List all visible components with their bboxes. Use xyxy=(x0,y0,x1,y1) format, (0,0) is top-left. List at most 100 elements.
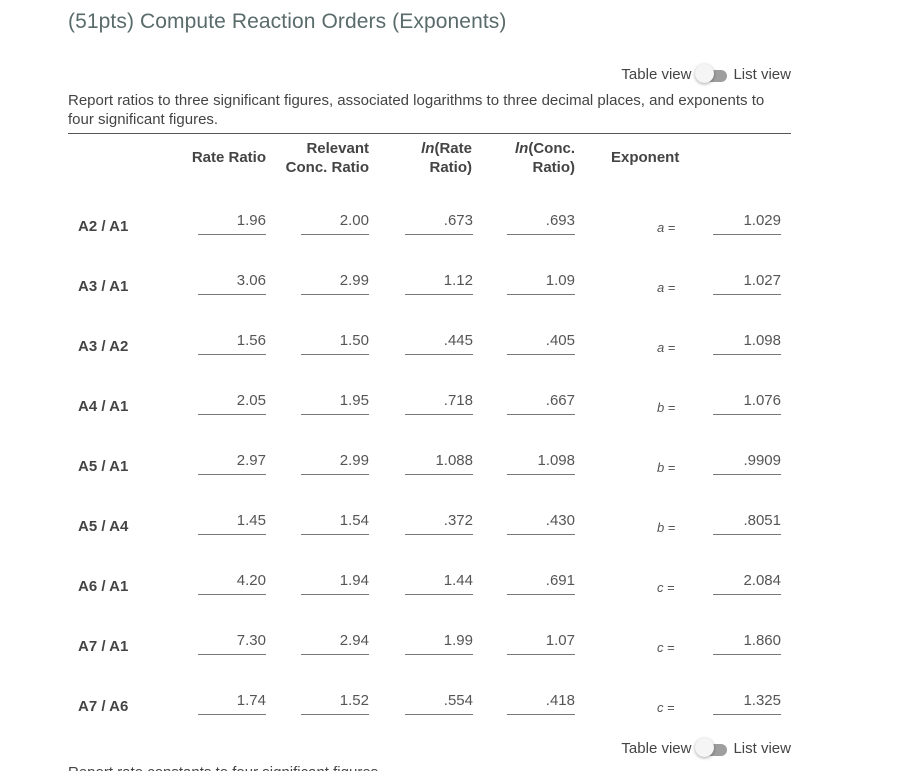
table-row: A6 / A1 4.20 1.94 1.44 .691 2.084 c = xyxy=(0,550,922,610)
rate-ratio-input[interactable]: 7.30 xyxy=(198,632,266,655)
conc-ratio-input[interactable]: 1.94 xyxy=(301,572,369,595)
row-label: A4 / A1 xyxy=(78,398,129,415)
equals-sign: = xyxy=(664,520,676,535)
exponent-input[interactable]: 1.076 xyxy=(713,392,781,415)
exponent-input[interactable]: 1.029 xyxy=(713,212,781,235)
variable-letter: c xyxy=(657,700,664,715)
variable-letter: b xyxy=(657,520,665,535)
table-view-label[interactable]: Table view xyxy=(621,739,692,757)
equals-sign: = xyxy=(663,640,675,655)
ln-rate-ratio-input[interactable]: 1.44 xyxy=(405,572,473,595)
header-line: ln(Conc. xyxy=(500,139,575,158)
conc-ratio-input[interactable]: 1.95 xyxy=(301,392,369,415)
ln-conc-ratio-input[interactable]: 1.098 xyxy=(507,452,575,475)
row-label: A7 / A6 xyxy=(78,698,129,715)
exponent-input[interactable]: 2.084 xyxy=(713,572,781,595)
ln-rate-ratio-input[interactable]: 1.99 xyxy=(405,632,473,655)
exponent-variable: b = xyxy=(657,400,675,415)
exponent-input[interactable]: .8051 xyxy=(713,512,781,535)
exponent-input[interactable]: 1.860 xyxy=(713,632,781,655)
rate-ratio-input[interactable]: 1.56 xyxy=(198,332,266,355)
list-view-label[interactable]: List view xyxy=(733,65,791,83)
header-rate-ratio: Rate Ratio xyxy=(191,149,266,166)
ln-conc-ratio-input[interactable]: .418 xyxy=(507,692,575,715)
list-view-label[interactable]: List view xyxy=(733,739,791,757)
rate-ratio-input[interactable]: 1.74 xyxy=(198,692,266,715)
header-line: Ratio) xyxy=(532,159,576,176)
table-view-label[interactable]: Table view xyxy=(621,65,692,83)
equals-sign: = xyxy=(663,700,675,715)
exponent-variable: a = xyxy=(657,280,675,295)
ln-conc-ratio-input[interactable]: .693 xyxy=(507,212,575,235)
rate-ratio-input[interactable]: 4.20 xyxy=(198,572,266,595)
exponent-input[interactable]: 1.027 xyxy=(713,272,781,295)
exponent-input[interactable]: 1.098 xyxy=(713,332,781,355)
row-label: A5 / A4 xyxy=(78,518,129,535)
exponent-variable: c = xyxy=(657,640,675,655)
rate-ratio-input[interactable]: 2.05 xyxy=(198,392,266,415)
ln-rate-ratio-input[interactable]: .445 xyxy=(405,332,473,355)
conc-ratio-input[interactable]: 1.54 xyxy=(301,512,369,535)
row-label: A5 / A1 xyxy=(78,458,129,475)
ln-rate-ratio-input[interactable]: .718 xyxy=(405,392,473,415)
section-title: (51pts) Compute Reaction Orders (Exponen… xyxy=(68,10,507,33)
header-line: Relevant xyxy=(306,140,369,157)
ln-rate-ratio-input[interactable]: .372 xyxy=(405,512,473,535)
exponent-input[interactable]: .9909 xyxy=(713,452,781,475)
rate-ratio-input[interactable]: 2.97 xyxy=(198,452,266,475)
equals-sign: = xyxy=(664,400,676,415)
ln-rate-ratio-input[interactable]: 1.12 xyxy=(405,272,473,295)
row-label: A3 / A1 xyxy=(78,278,129,295)
ln-rate-ratio-input[interactable]: .554 xyxy=(405,692,473,715)
table-row: A7 / A6 1.74 1.52 .554 .418 1.325 c = xyxy=(0,670,922,730)
ln-conc-ratio-input[interactable]: .667 xyxy=(507,392,575,415)
instructions-text: Report ratios to three significant figur… xyxy=(68,92,765,128)
exponent-variable: a = xyxy=(657,340,675,355)
ln-conc-ratio-input[interactable]: .430 xyxy=(507,512,575,535)
equals-sign: = xyxy=(664,280,676,295)
variable-letter: c xyxy=(657,580,664,595)
exponent-variable: a = xyxy=(657,220,675,235)
view-toggle-bottom: Table view List view xyxy=(621,738,791,758)
table-row: A3 / A1 3.06 2.99 1.12 1.09 1.027 a = xyxy=(0,250,922,310)
equals-sign: = xyxy=(664,340,676,355)
table-row: A5 / A4 1.45 1.54 .372 .430 .8051 b = xyxy=(0,490,922,550)
switch-knob[interactable] xyxy=(695,64,715,83)
conc-ratio-input[interactable]: 1.52 xyxy=(301,692,369,715)
header-ln-rate-ratio: ln(Rate Ratio) xyxy=(400,139,472,177)
ln-conc-ratio-input[interactable]: .691 xyxy=(507,572,575,595)
row-label: A3 / A2 xyxy=(78,338,129,355)
header-relevant-conc-ratio: Relevant Conc. Ratio xyxy=(270,139,369,177)
view-toggle-switch[interactable] xyxy=(695,738,729,758)
header-ln-conc-ratio: ln(Conc. Ratio) xyxy=(500,139,575,177)
table-row: A5 / A1 2.97 2.99 1.088 1.098 .9909 b = xyxy=(0,430,922,490)
switch-knob[interactable] xyxy=(695,738,715,757)
conc-ratio-input[interactable]: 2.94 xyxy=(301,632,369,655)
header-line: Ratio) xyxy=(429,159,473,176)
rate-ratio-input[interactable]: 1.45 xyxy=(198,512,266,535)
row-label: A7 / A1 xyxy=(78,638,129,655)
table-row: A4 / A1 2.05 1.95 .718 .667 1.076 b = xyxy=(0,370,922,430)
conc-ratio-input[interactable]: 2.99 xyxy=(301,272,369,295)
rate-ratio-input[interactable]: 3.06 xyxy=(198,272,266,295)
ln-rate-ratio-input[interactable]: 1.088 xyxy=(405,452,473,475)
rate-ratio-input[interactable]: 1.96 xyxy=(198,212,266,235)
conc-ratio-input[interactable]: 1.50 xyxy=(301,332,369,355)
equals-sign: = xyxy=(663,580,675,595)
ln-conc-ratio-input[interactable]: 1.07 xyxy=(507,632,575,655)
ln-rate-ratio-input[interactable]: .673 xyxy=(405,212,473,235)
equals-sign: = xyxy=(664,460,676,475)
header-text: (Rate xyxy=(434,140,472,157)
conc-ratio-input[interactable]: 2.99 xyxy=(301,452,369,475)
conc-ratio-input[interactable]: 2.00 xyxy=(301,212,369,235)
exponent-input[interactable]: 1.325 xyxy=(713,692,781,715)
header-line: ln(Rate xyxy=(400,139,472,158)
ln-conc-ratio-input[interactable]: 1.09 xyxy=(507,272,575,295)
ln-conc-ratio-input[interactable]: .405 xyxy=(507,332,575,355)
ln-function: ln xyxy=(421,140,435,157)
equals-sign: = xyxy=(664,220,676,235)
row-label: A6 / A1 xyxy=(78,578,129,595)
header-divider xyxy=(68,133,791,134)
view-toggle-switch[interactable] xyxy=(695,64,729,84)
exponent-variable: b = xyxy=(657,520,675,535)
